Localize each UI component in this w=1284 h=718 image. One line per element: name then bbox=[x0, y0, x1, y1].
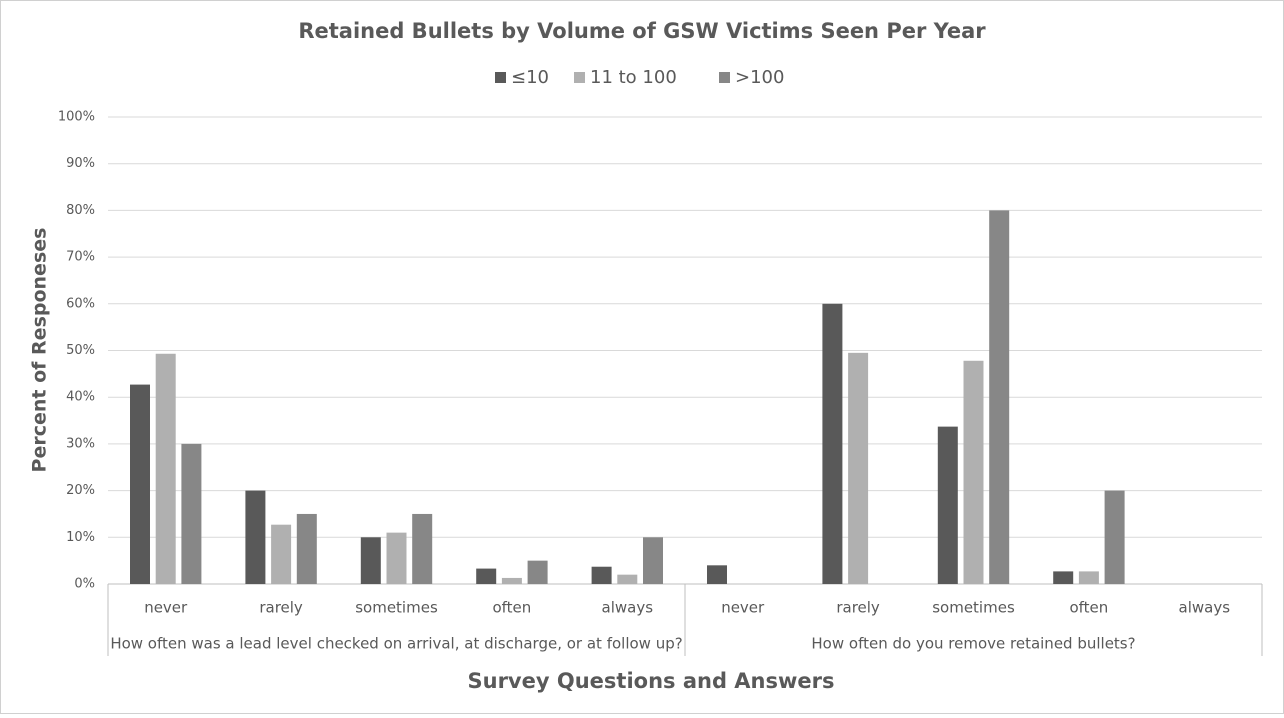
y-tick-label: 0% bbox=[74, 577, 95, 592]
x-tick-label: never bbox=[144, 599, 188, 617]
x-tick-label: rarely bbox=[259, 599, 303, 617]
bar bbox=[476, 568, 497, 584]
legend-swatch bbox=[495, 72, 506, 83]
chart-title: Retained Bullets by Volume of GSW Victim… bbox=[298, 19, 986, 43]
bar bbox=[591, 566, 612, 584]
x-tick-label: sometimes bbox=[932, 599, 1015, 617]
y-axis-title: Percent of Responeses bbox=[29, 228, 51, 473]
legend-swatch bbox=[574, 72, 585, 83]
bar bbox=[360, 537, 381, 584]
bar bbox=[155, 353, 176, 584]
bar bbox=[1078, 571, 1099, 584]
bar bbox=[245, 490, 266, 584]
bar bbox=[937, 426, 958, 584]
bar bbox=[617, 574, 638, 584]
y-tick-label: 10% bbox=[66, 530, 95, 545]
bar bbox=[707, 565, 727, 584]
bar bbox=[271, 524, 292, 584]
bar bbox=[822, 303, 843, 584]
bar bbox=[643, 537, 663, 584]
y-tick-label: 90% bbox=[66, 156, 95, 171]
bar bbox=[412, 513, 433, 584]
x-tick-label: sometimes bbox=[355, 599, 438, 617]
y-tick-label: 80% bbox=[66, 203, 95, 218]
x-tick-label: always bbox=[1179, 599, 1231, 617]
x-tick-label: rarely bbox=[836, 599, 880, 617]
x-tick-label: always bbox=[602, 599, 654, 617]
x-tick-label: never bbox=[721, 599, 765, 617]
y-tick-label: 70% bbox=[66, 250, 95, 265]
y-tick-label: 40% bbox=[66, 390, 95, 405]
bar bbox=[989, 210, 1010, 584]
legend-label: 11 to 100 bbox=[590, 67, 677, 88]
legend-swatch bbox=[719, 72, 730, 83]
bar bbox=[1104, 490, 1125, 584]
group-label: How often was a lead level checked on ar… bbox=[110, 635, 682, 653]
y-tick-label: 50% bbox=[66, 343, 95, 358]
group-label: How often do you remove retained bullets… bbox=[811, 635, 1135, 653]
legend-label: >100 bbox=[735, 67, 784, 88]
x-tick-label: often bbox=[492, 599, 531, 617]
bar bbox=[501, 577, 522, 584]
bar bbox=[296, 513, 317, 584]
x-tick-label: often bbox=[1069, 599, 1108, 617]
bar bbox=[181, 443, 202, 584]
bar bbox=[386, 532, 407, 584]
y-tick-label: 60% bbox=[66, 296, 95, 311]
bar bbox=[1053, 571, 1074, 584]
bar bbox=[848, 352, 869, 584]
legend-label: ≤10 bbox=[511, 67, 549, 88]
y-tick-label: 30% bbox=[66, 436, 95, 451]
y-tick-label: 100% bbox=[58, 110, 95, 125]
y-tick-label: 20% bbox=[66, 483, 95, 498]
bar bbox=[963, 360, 984, 584]
bar bbox=[130, 384, 150, 584]
x-axis-title: Survey Questions and Answers bbox=[468, 669, 835, 693]
bar bbox=[527, 560, 548, 584]
